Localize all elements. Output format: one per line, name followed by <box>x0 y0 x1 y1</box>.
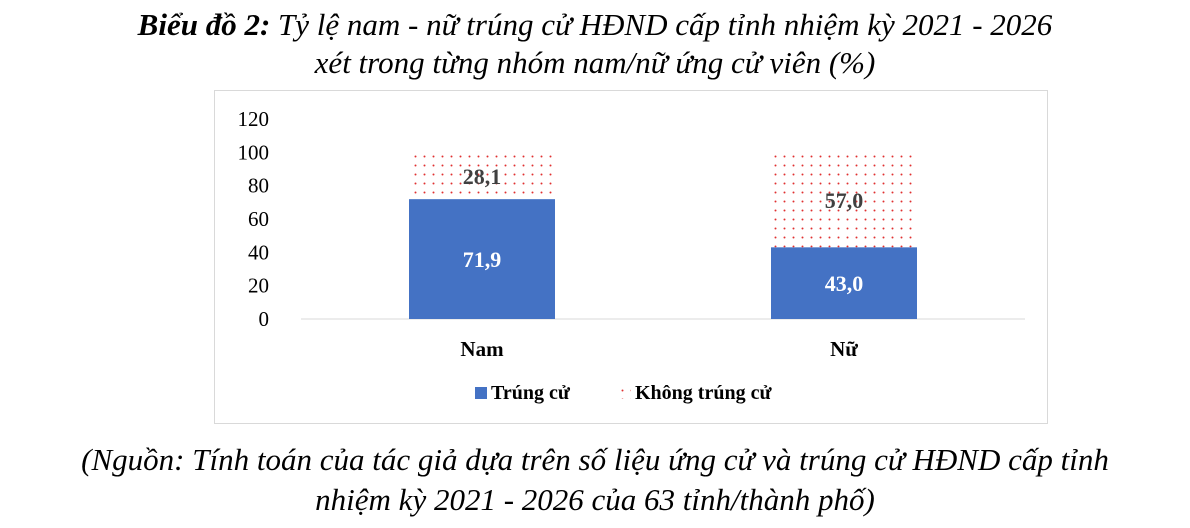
y-tick-label-20: 20 <box>248 274 269 298</box>
source-note-line1: (Nguồn: Tính toán của tác giả dựa trên s… <box>81 442 1109 477</box>
x-category-label-Nam: Nam <box>460 337 504 361</box>
bar-Nữ-series-0 <box>771 247 917 319</box>
data-label-Nữ-series-1: 57,0 <box>825 188 864 213</box>
chart-title-lead: Biểu đồ 2: <box>137 7 271 42</box>
bar-Nữ-series-1 <box>771 152 917 248</box>
stacked-bar-chart: 0 20 40 60 80 100 120 Nam Nữ 71,9 28,1 43,0 57,0 Tr… <box>238 107 1025 404</box>
chart-title-line1: Biểu đồ 2: Tỷ lệ nam - nữ trúng cử HĐND … <box>0 6 1190 44</box>
source-note: (Nguồn: Tính toán của tác giả dựa trên s… <box>0 440 1190 520</box>
chart-area: 0 20 40 60 80 100 120 Nam Nữ 71,9 28,1 43,0 57,0 Tr… <box>214 90 1048 424</box>
legend-swatch-elected <box>475 387 487 399</box>
source-note-line2: nhiệm kỳ 2021 - 2026 của 63 tỉnh/thành p… <box>315 482 875 517</box>
chart-title-text: Tỷ lệ nam - nữ trúng cử HĐND cấp tỉnh nh… <box>270 7 1053 42</box>
bar-Nam-series-1 <box>409 152 555 200</box>
bar-Nam-series-0 <box>409 199 555 319</box>
legend-label-elected: Trúng cử <box>491 382 571 404</box>
chart-title: Biểu đồ 2: Tỷ lệ nam - nữ trúng cử HĐND … <box>0 6 1190 82</box>
y-tick-label-40: 40 <box>248 240 269 264</box>
y-tick-label-100: 100 <box>238 140 270 164</box>
y-tick-label-0: 0 <box>259 307 270 331</box>
x-category-label-Nữ: Nữ <box>830 337 858 361</box>
legend-label-not-elected: Không trúng cử <box>635 382 772 404</box>
legend-swatch-not-elected <box>619 387 631 399</box>
data-label-Nam-series-1: 28,1 <box>463 164 502 189</box>
chart-title-line2: xét trong từng nhóm nam/nữ ứng cử viên (… <box>314 45 876 80</box>
y-tick-label-80: 80 <box>248 174 269 198</box>
y-tick-label-120: 120 <box>238 107 270 131</box>
data-label-Nam-series-0: 71,9 <box>463 247 502 272</box>
data-label-Nữ-series-0: 43,0 <box>825 271 864 296</box>
y-tick-label-60: 60 <box>248 207 269 231</box>
